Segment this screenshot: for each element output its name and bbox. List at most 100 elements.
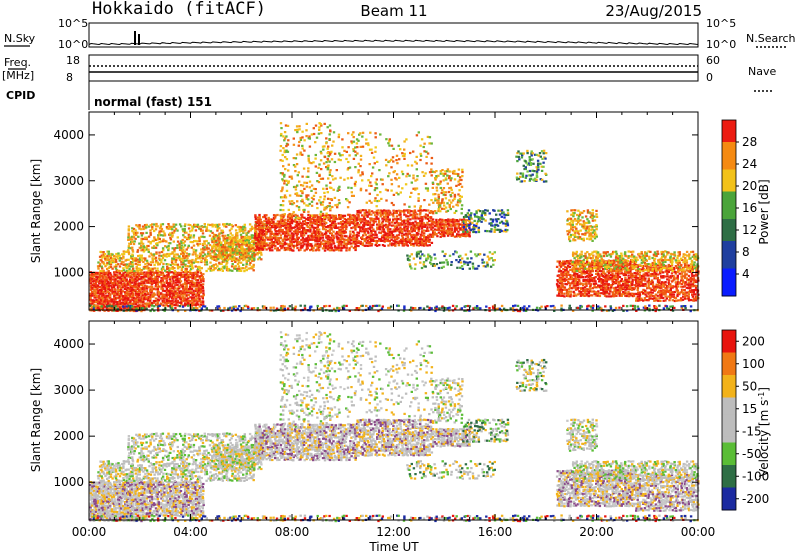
echo-cell (169, 225, 172, 228)
echo-cell (338, 185, 341, 188)
echo-cell (283, 230, 286, 234)
echo-cell (192, 244, 196, 247)
echo-cell (103, 278, 107, 281)
echo-cell (163, 234, 167, 237)
echo-cell (395, 228, 398, 231)
echo-cell (192, 274, 195, 277)
echo-cell (428, 244, 431, 247)
echo-cell (601, 278, 605, 282)
echo-cell (167, 281, 170, 285)
echo-cell (435, 233, 438, 236)
echo-cell (459, 200, 462, 203)
echo-cell (464, 228, 468, 231)
echo-cell (322, 148, 325, 151)
echo-cell (199, 289, 203, 292)
echo-cell (216, 227, 219, 230)
echo-cell (406, 164, 410, 167)
echo-cell (294, 170, 297, 173)
echo-cell (308, 216, 312, 219)
echo-cell (331, 214, 334, 217)
echo-cell (192, 298, 195, 301)
echo-cell (453, 197, 456, 200)
echo-cell (143, 288, 146, 291)
echo-cell (357, 169, 360, 172)
echo-cell (178, 280, 181, 283)
echo-cell (249, 258, 252, 261)
echo-cell (185, 236, 188, 239)
echo-cell (287, 139, 290, 142)
echo-cell (105, 263, 109, 266)
echo-cell (160, 230, 163, 233)
echo-cell (121, 296, 125, 299)
echo-cell (350, 242, 353, 245)
echo-cell (314, 188, 317, 191)
echo-cell (412, 150, 415, 153)
echo-cell (203, 246, 206, 249)
echo-cell (129, 238, 132, 241)
echo-cell (249, 255, 252, 259)
echo-cell (301, 175, 304, 178)
echo-cell (430, 199, 433, 202)
echo-cell (435, 170, 438, 173)
echo-cell (460, 178, 463, 182)
echo-cell (335, 235, 338, 238)
echo-cell (310, 189, 313, 192)
echo-cell (494, 218, 498, 221)
echo-cell (265, 243, 268, 246)
echo-cell (216, 229, 219, 232)
echo-cell (577, 278, 581, 281)
echo-cell (256, 222, 259, 225)
echo-cell (181, 290, 184, 293)
echo-cell (155, 283, 158, 286)
echo-cell (223, 253, 227, 256)
echo-cell (303, 227, 306, 230)
echo-cell (240, 247, 243, 250)
echo-cell (409, 151, 412, 155)
echo-cell (254, 249, 257, 252)
echo-cell (352, 136, 355, 139)
echo-cell (124, 265, 127, 268)
echo-cell (449, 179, 452, 182)
echo-cell (143, 226, 147, 229)
echo-cell (257, 220, 261, 223)
echo-cell (129, 296, 132, 299)
echo-cell (270, 225, 274, 228)
echo-cell (390, 238, 393, 241)
echo-cell (350, 140, 353, 143)
echo-cell (581, 292, 584, 296)
echo-cell (254, 253, 257, 256)
echo-cell (100, 284, 104, 287)
echo-cell (185, 255, 188, 258)
echo-cell (113, 271, 116, 274)
echo-cell (163, 232, 166, 235)
echo-cell (295, 224, 299, 227)
echo-cell (460, 185, 464, 188)
echo-cell (270, 230, 273, 233)
echo-cell (134, 229, 137, 232)
echo-cell (114, 280, 117, 283)
echo-cell (321, 234, 325, 237)
echo-cell (142, 280, 145, 283)
echo-cell (171, 263, 174, 266)
echo-cell (319, 210, 323, 213)
echo-cell (124, 286, 127, 289)
echo-cell (154, 279, 158, 282)
echo-cell (172, 287, 175, 290)
echo-cell (152, 271, 155, 274)
echo-cell (315, 202, 319, 205)
echo-cell (339, 240, 342, 243)
echo-cell (119, 281, 123, 284)
echo-cell (89, 294, 92, 297)
echo-cell (252, 227, 256, 230)
echo-cell (345, 247, 348, 250)
echo-cell (240, 245, 243, 248)
echo-cell (114, 298, 117, 301)
echo-cell (261, 227, 264, 230)
echo-cell (139, 288, 142, 291)
echo-cell (346, 241, 350, 244)
echo-cell (102, 285, 105, 288)
echo-cell (131, 263, 135, 266)
echo-cell (352, 246, 356, 250)
echo-cell (339, 222, 343, 225)
echo-cell (366, 223, 369, 226)
